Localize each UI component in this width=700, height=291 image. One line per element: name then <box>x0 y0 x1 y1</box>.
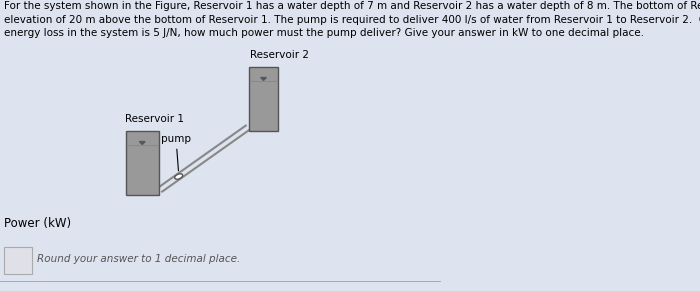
Text: Power (kW): Power (kW) <box>4 217 71 230</box>
Polygon shape <box>139 141 145 144</box>
Bar <box>126 131 159 195</box>
Text: pump: pump <box>161 134 191 171</box>
Text: Reservoir 2: Reservoir 2 <box>250 50 309 60</box>
Text: Round your answer to 1 decimal place.: Round your answer to 1 decimal place. <box>38 254 241 264</box>
Bar <box>249 67 278 131</box>
Text: Reservoir 1: Reservoir 1 <box>125 114 184 124</box>
Ellipse shape <box>175 174 183 179</box>
Text: For the system shown in the Figure, Reservoir 1 has a water depth of 7 m and Res: For the system shown in the Figure, Rese… <box>4 1 700 38</box>
Bar <box>4 247 32 274</box>
Polygon shape <box>260 77 267 80</box>
